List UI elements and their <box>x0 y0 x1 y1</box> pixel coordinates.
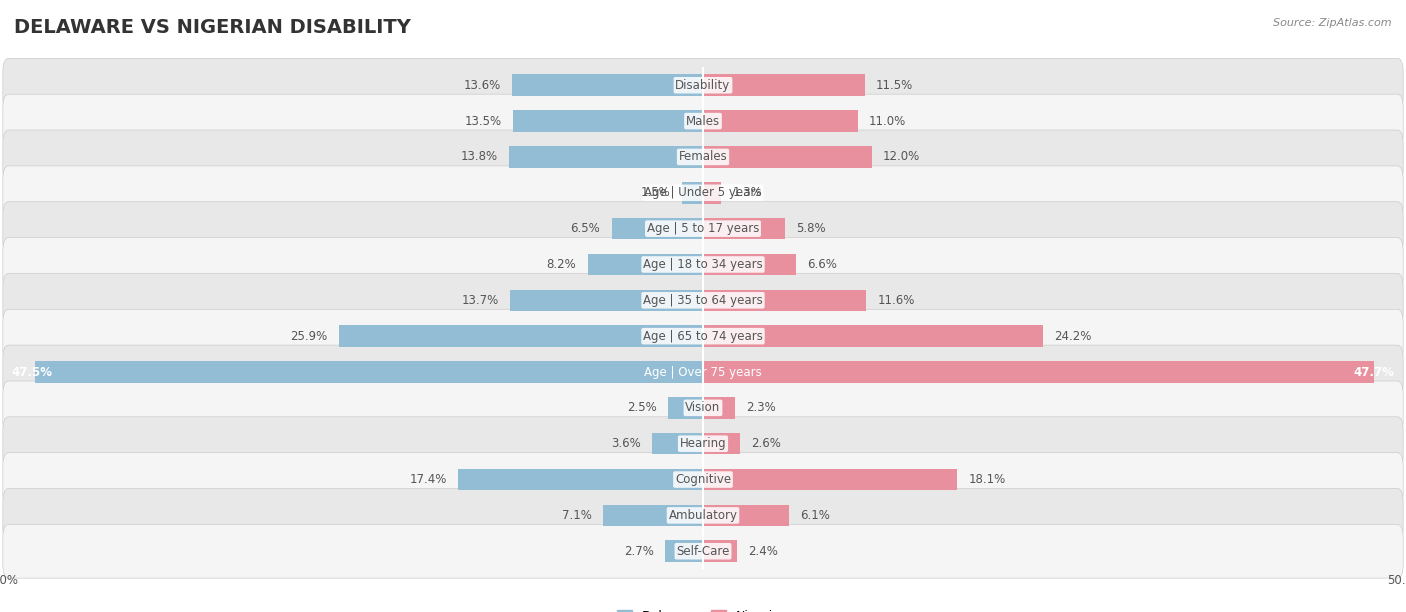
Text: Self-Care: Self-Care <box>676 545 730 558</box>
Bar <box>703 540 737 562</box>
Bar <box>703 433 740 455</box>
Text: Vision: Vision <box>685 401 721 414</box>
Text: Cognitive: Cognitive <box>675 473 731 486</box>
Text: Males: Males <box>686 114 720 127</box>
FancyBboxPatch shape <box>3 202 1403 256</box>
Text: 11.0%: 11.0% <box>869 114 905 127</box>
Text: 2.7%: 2.7% <box>624 545 654 558</box>
Text: 7.1%: 7.1% <box>562 509 592 522</box>
Bar <box>703 469 957 490</box>
Text: DELAWARE VS NIGERIAN DISABILITY: DELAWARE VS NIGERIAN DISABILITY <box>14 18 411 37</box>
Text: Age | 5 to 17 years: Age | 5 to 17 years <box>647 222 759 235</box>
Text: 47.7%: 47.7% <box>1354 365 1395 378</box>
FancyBboxPatch shape <box>3 94 1403 148</box>
Text: Females: Females <box>679 151 727 163</box>
Bar <box>510 289 703 311</box>
Text: 2.4%: 2.4% <box>748 545 778 558</box>
Text: 2.3%: 2.3% <box>747 401 776 414</box>
Text: 6.5%: 6.5% <box>571 222 600 235</box>
Bar <box>703 75 865 96</box>
Bar <box>703 254 796 275</box>
Bar <box>588 254 703 275</box>
Text: 11.6%: 11.6% <box>877 294 915 307</box>
FancyBboxPatch shape <box>3 417 1403 471</box>
Bar <box>509 146 703 168</box>
Bar <box>703 182 721 204</box>
Bar <box>513 110 703 132</box>
Text: 2.6%: 2.6% <box>751 437 780 450</box>
Text: 1.3%: 1.3% <box>733 186 762 200</box>
Bar <box>703 110 858 132</box>
FancyBboxPatch shape <box>3 524 1403 578</box>
Text: 25.9%: 25.9% <box>291 330 328 343</box>
Text: Age | Over 75 years: Age | Over 75 years <box>644 365 762 378</box>
Text: 2.5%: 2.5% <box>627 401 657 414</box>
Text: 12.0%: 12.0% <box>883 151 920 163</box>
Bar <box>703 397 735 419</box>
Bar <box>703 218 785 239</box>
Bar <box>703 146 872 168</box>
Bar <box>665 540 703 562</box>
FancyBboxPatch shape <box>3 345 1403 399</box>
FancyBboxPatch shape <box>3 274 1403 327</box>
Bar <box>703 326 1043 347</box>
Text: 1.5%: 1.5% <box>641 186 671 200</box>
FancyBboxPatch shape <box>3 488 1403 542</box>
Bar <box>668 397 703 419</box>
Text: 24.2%: 24.2% <box>1054 330 1092 343</box>
Bar <box>339 326 703 347</box>
Text: 6.6%: 6.6% <box>807 258 837 271</box>
Text: 5.8%: 5.8% <box>796 222 825 235</box>
Bar <box>652 433 703 455</box>
Text: Disability: Disability <box>675 79 731 92</box>
Bar <box>458 469 703 490</box>
Text: Age | 65 to 74 years: Age | 65 to 74 years <box>643 330 763 343</box>
Text: 8.2%: 8.2% <box>547 258 576 271</box>
Text: 13.8%: 13.8% <box>461 151 498 163</box>
Bar <box>603 505 703 526</box>
Bar <box>703 505 789 526</box>
Bar <box>35 361 703 382</box>
FancyBboxPatch shape <box>3 309 1403 363</box>
Text: 13.7%: 13.7% <box>463 294 499 307</box>
FancyBboxPatch shape <box>3 453 1403 507</box>
FancyBboxPatch shape <box>3 130 1403 184</box>
Text: Age | 18 to 34 years: Age | 18 to 34 years <box>643 258 763 271</box>
Bar <box>703 289 866 311</box>
Text: 6.1%: 6.1% <box>800 509 830 522</box>
Text: 13.6%: 13.6% <box>464 79 501 92</box>
Text: 11.5%: 11.5% <box>876 79 912 92</box>
FancyBboxPatch shape <box>3 58 1403 112</box>
FancyBboxPatch shape <box>3 237 1403 291</box>
Text: Source: ZipAtlas.com: Source: ZipAtlas.com <box>1274 18 1392 28</box>
Text: 13.5%: 13.5% <box>465 114 502 127</box>
Text: 3.6%: 3.6% <box>612 437 641 450</box>
FancyBboxPatch shape <box>3 381 1403 435</box>
Text: 18.1%: 18.1% <box>969 473 1005 486</box>
Text: Age | Under 5 years: Age | Under 5 years <box>644 186 762 200</box>
Text: 17.4%: 17.4% <box>409 473 447 486</box>
Text: Age | 35 to 64 years: Age | 35 to 64 years <box>643 294 763 307</box>
Text: 47.5%: 47.5% <box>11 365 52 378</box>
FancyBboxPatch shape <box>3 166 1403 220</box>
Bar <box>512 75 703 96</box>
Legend: Delaware, Nigerian: Delaware, Nigerian <box>612 605 794 612</box>
Text: Ambulatory: Ambulatory <box>668 509 738 522</box>
Text: Hearing: Hearing <box>679 437 727 450</box>
Bar <box>612 218 703 239</box>
Bar <box>703 361 1374 382</box>
Bar <box>682 182 703 204</box>
